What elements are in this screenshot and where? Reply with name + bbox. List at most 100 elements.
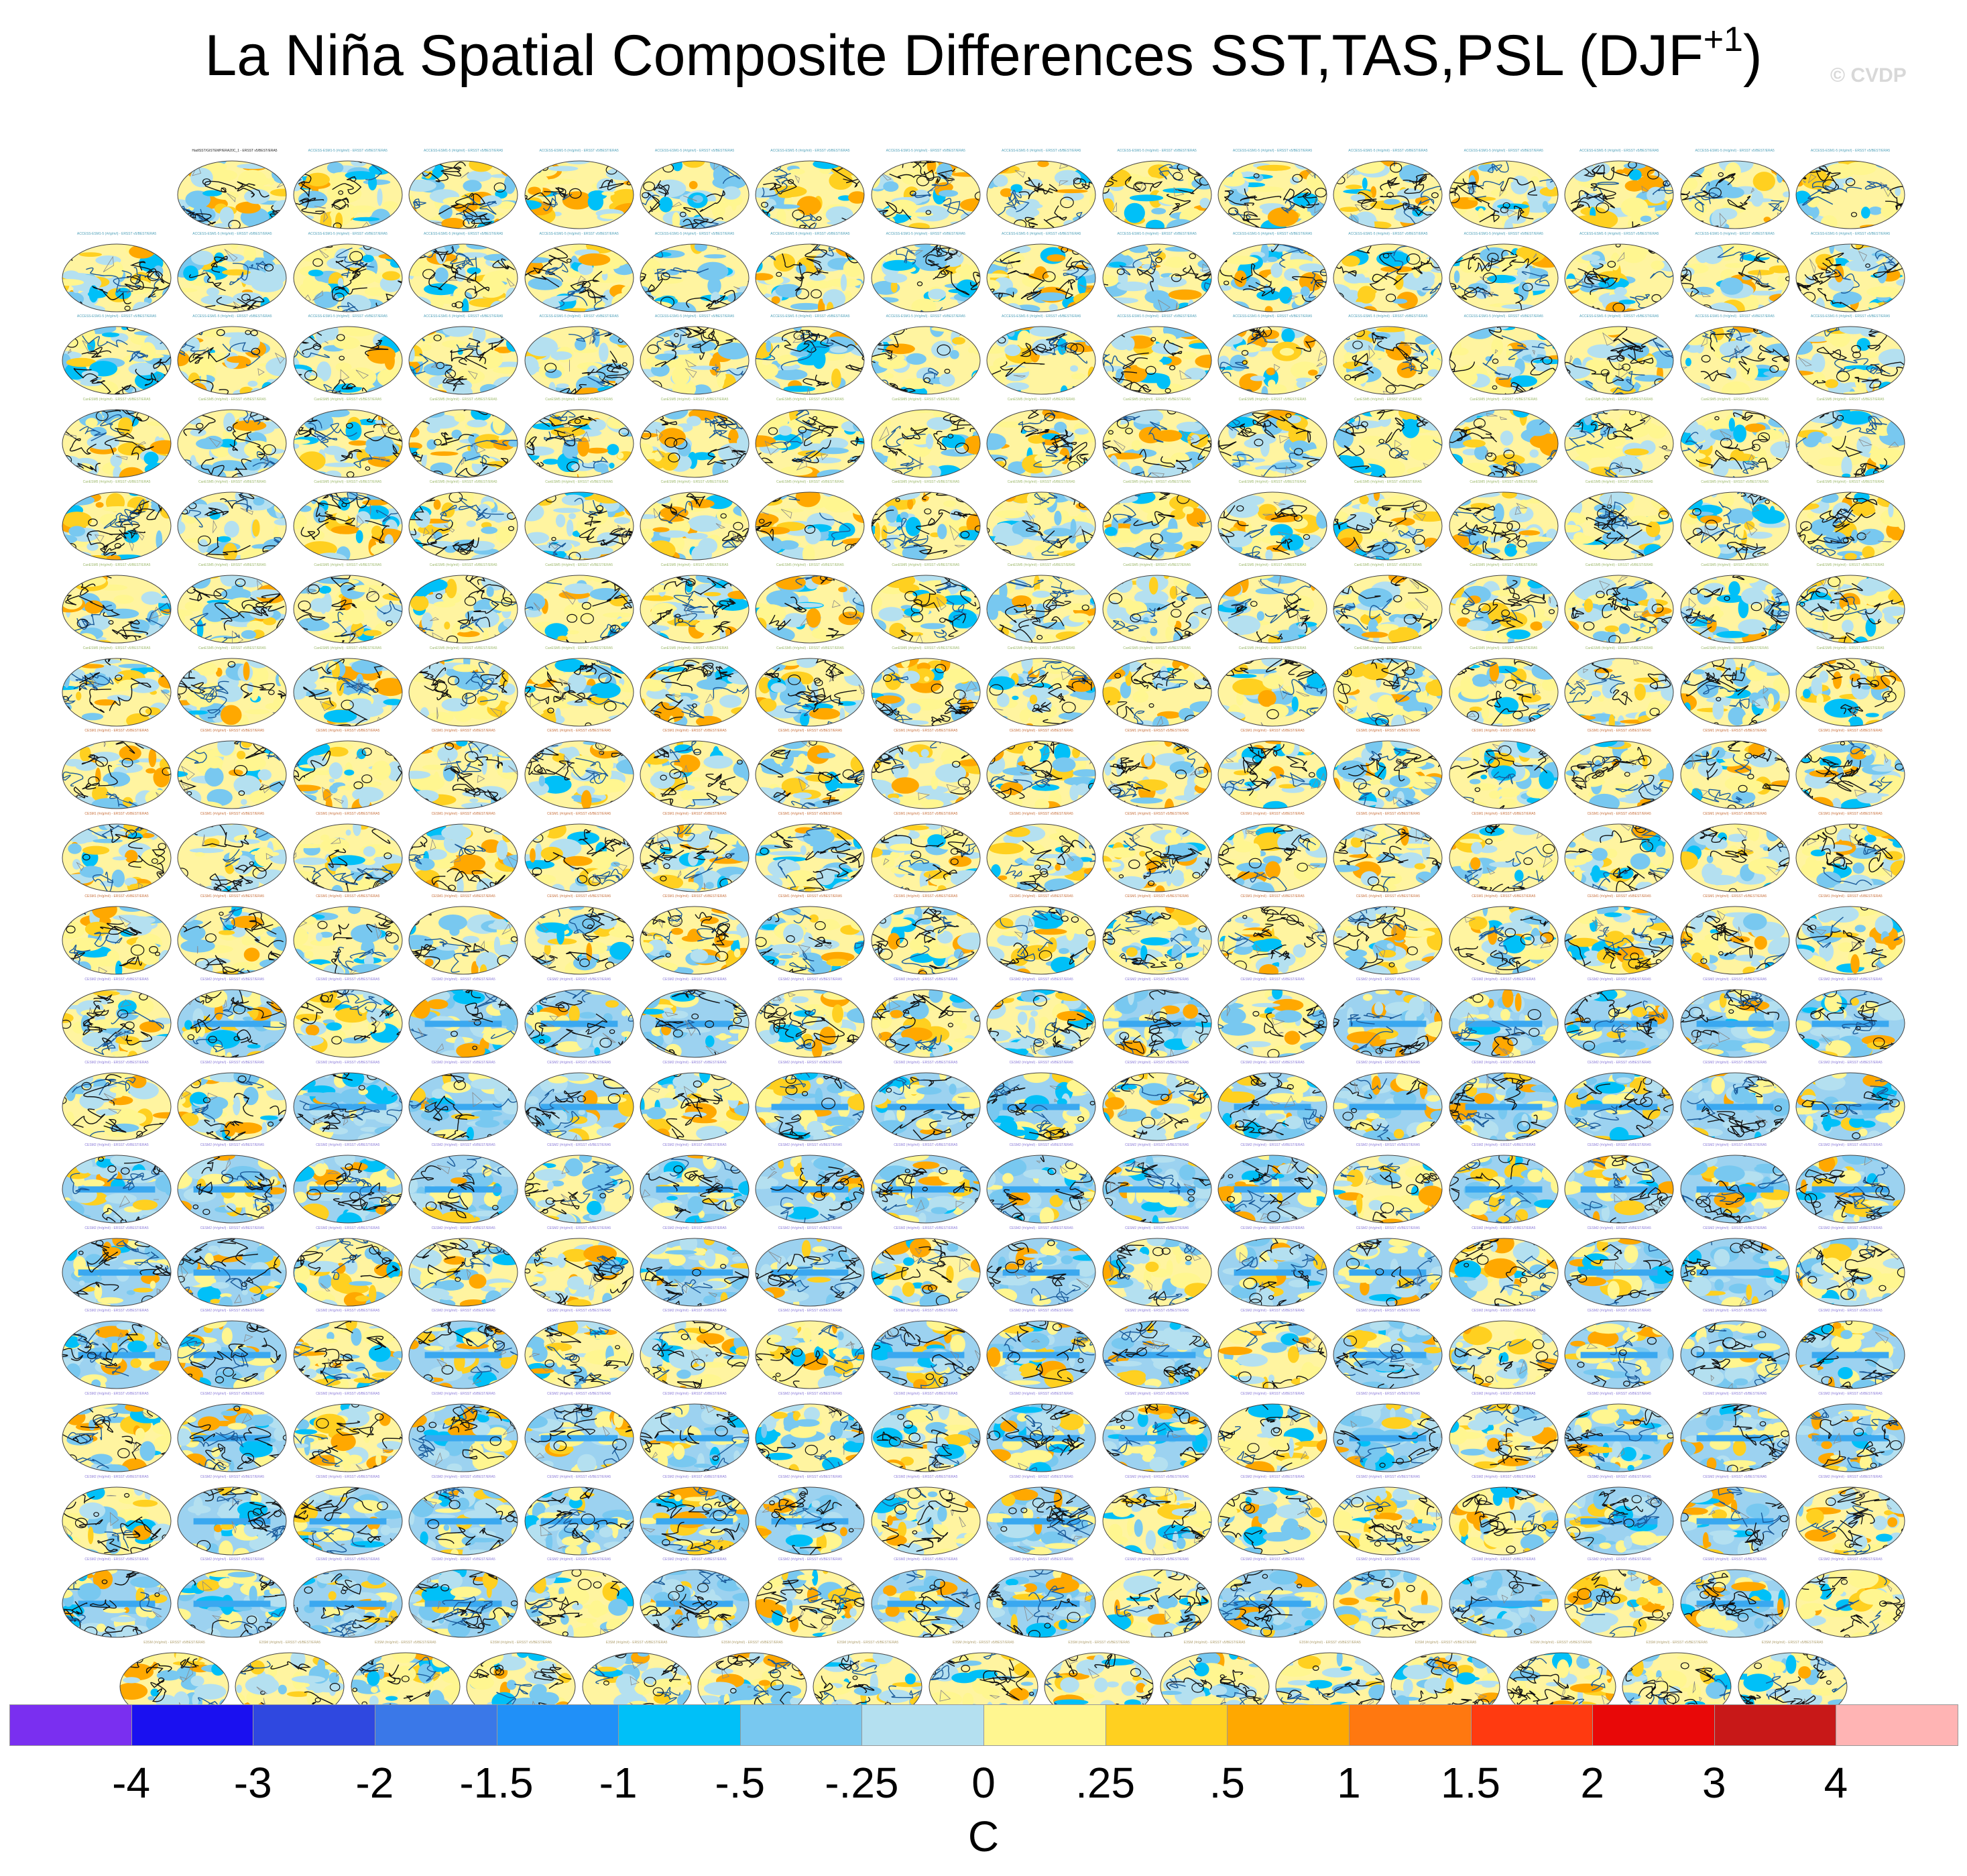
- map-panel-label: CanESM5 (#r/g/m/i) - ERSST v5/BEST/ERA5: [198, 563, 266, 567]
- map-panel: CanESM5 (#r/g/m/i) - ERSST v5/BEST/ERA5: [177, 646, 287, 727]
- map-panel-label: CanESM5 (#r/g/m/i) - ERSST v5/BEST/ERA5: [314, 480, 382, 485]
- map-panel-label: CanESM5 (#r/g/m/i) - ERSST v5/BEST/ERA5: [1470, 397, 1538, 402]
- global-map: [1102, 491, 1212, 561]
- global-map: [1564, 1569, 1674, 1638]
- map-panel-label: E3SM (#r/g/m/i) - ERSST v5/BEST/ERA5: [143, 1640, 205, 1645]
- map-panel: CanESM5 (#r/g/m/i) - ERSST v5/BEST/ERA5: [755, 646, 865, 727]
- map-panel: ACCESS-ESM1-5 (#r/g/m/i) - ERSST v5/BEST…: [1795, 232, 1905, 312]
- map-panel-label: CESM2 (#r/g/m/i) - ERSST v5/BEST/ERA5: [1240, 1392, 1305, 1396]
- global-map: [1564, 1238, 1674, 1307]
- colorbar-box: [1348, 1704, 1472, 1746]
- map-panel: CESM2 (#r/g/m/i) - ERSST v5/BEST/ERA5: [640, 1226, 750, 1307]
- map-panel-label: CanESM5 (#r/g/m/i) - ERSST v5/BEST/ERA5: [198, 646, 266, 650]
- map-panel-label: CESM2 (#r/g/m/i) - ERSST v5/BEST/ERA5: [894, 1392, 958, 1396]
- global-map: [1795, 575, 1905, 644]
- global-map: [755, 1569, 865, 1638]
- map-panel: CESM2 (#r/g/m/i) - ERSST v5/BEST/ERA5: [177, 1226, 287, 1307]
- global-map: [871, 243, 981, 312]
- colorbar-box: [1836, 1704, 1958, 1746]
- map-panel-label: CESM2 (#r/g/m/i) - ERSST v5/BEST/ERA5: [778, 1392, 842, 1396]
- map-panel: CESM2 (#r/g/m/i) - ERSST v5/BEST/ERA5: [986, 1558, 1096, 1638]
- map-panel: CanESM5 (#r/g/m/i) - ERSST v5/BEST/ERA5: [408, 563, 518, 644]
- map-panel-label: CESM1 (#r/g/m/i) - ERSST v5/BEST/ERA5: [894, 811, 958, 816]
- global-map: [293, 491, 403, 561]
- map-panel: CESM2 (#r/g/m/i) - ERSST v5/BEST/ERA5: [640, 1309, 750, 1389]
- global-map: [408, 575, 518, 644]
- map-panel-label: CESM2 (#r/g/m/i) - ERSST v5/BEST/ERA5: [200, 1309, 264, 1313]
- map-panel-label: CESM2 (#r/g/m/i) - ERSST v5/BEST/ERA5: [1356, 1558, 1420, 1562]
- global-map: [1680, 326, 1790, 395]
- map-panel: CESM2 (#r/g/m/i) - ERSST v5/BEST/ERA5: [1564, 1392, 1674, 1472]
- map-panel: CanESM5 (#r/g/m/i) - ERSST v5/BEST/ERA5: [293, 398, 403, 478]
- global-map: [1449, 160, 1559, 229]
- global-map: [1564, 1320, 1674, 1389]
- map-panel: CESM2 (#r/g/m/i) - ERSST v5/BEST/ERA5: [1680, 1392, 1790, 1472]
- global-map: [62, 740, 172, 809]
- map-panel: CESM2 (#r/g/m/i) - ERSST v5/BEST/ERA5: [1564, 1558, 1674, 1638]
- map-panel-label: CanESM5 (#r/g/m/i) - ERSST v5/BEST/ERA5: [776, 480, 844, 485]
- map-panel: CESM2 (#r/g/m/i) - ERSST v5/BEST/ERA5: [524, 1475, 634, 1556]
- map-panel-label: E3SM (#r/g/m/i) - ERSST v5/BEST/ERA5: [1183, 1640, 1246, 1645]
- map-panel-label: CESM2 (#r/g/m/i) - ERSST v5/BEST/ERA5: [84, 1309, 149, 1313]
- colorbar-box: [1105, 1704, 1228, 1746]
- global-map: [177, 823, 287, 892]
- global-map: [1680, 491, 1790, 561]
- global-map: [408, 326, 518, 395]
- global-map: [1795, 1072, 1905, 1141]
- map-panel: CESM1 (#r/g/m/i) - ERSST v5/BEST/ERA5: [1795, 894, 1905, 975]
- colorbar-tick-label: .25: [1075, 1759, 1136, 1807]
- global-map: [1333, 823, 1443, 892]
- global-map: [62, 491, 172, 561]
- map-panel: CanESM5 (#r/g/m/i) - ERSST v5/BEST/ERA5: [408, 646, 518, 727]
- global-map: [1102, 1155, 1212, 1224]
- map-panel: CESM2 (#r/g/m/i) - ERSST v5/BEST/ERA5: [177, 1061, 287, 1141]
- map-panel: ACCESS-ESM1-5 (#r/g/m/i) - ERSST v5/BEST…: [1217, 149, 1327, 229]
- map-panel-label: ACCESS-ESM1-5 (#r/g/m/i) - ERSST v5/BEST…: [424, 314, 503, 319]
- map-panel-label: ACCESS-ESM1-5 (#r/g/m/i) - ERSST v5/BEST…: [654, 231, 735, 236]
- map-panel: ACCESS-ESM1-5 (#r/g/m/i) - ERSST v5/BEST…: [1795, 149, 1905, 229]
- map-panel-label: CESM1 (#r/g/m/i) - ERSST v5/BEST/ERA5: [662, 811, 727, 816]
- map-panel: ACCESS-ESM1-5 (#r/g/m/i) - ERSST v5/BEST…: [524, 314, 634, 395]
- map-panel-label: CESM2 (#r/g/m/i) - ERSST v5/BEST/ERA5: [1009, 1060, 1073, 1065]
- global-map: [1217, 409, 1327, 478]
- global-map: [1795, 160, 1905, 229]
- map-panel: CESM2 (#r/g/m/i) - ERSST v5/BEST/ERA5: [177, 1392, 287, 1472]
- map-panel-label: CESM2 (#r/g/m/i) - ERSST v5/BEST/ERA5: [431, 1226, 495, 1230]
- colorbar-box: [9, 1704, 132, 1746]
- map-panel-label: CESM1 (#r/g/m/i) - ERSST v5/BEST/ERA5: [1124, 894, 1189, 899]
- global-map: [640, 823, 750, 892]
- global-map: [755, 575, 865, 644]
- title-text: La Niña Spatial Composite Differences SS…: [204, 23, 1704, 88]
- map-panel-label: ACCESS-ESM1-5 (#r/g/m/i) - ERSST v5/BEST…: [770, 149, 850, 153]
- map-panel: CESM1 (#r/g/m/i) - ERSST v5/BEST/ERA5: [1680, 729, 1790, 809]
- map-panel: CanESM5 (#r/g/m/i) - ERSST v5/BEST/ERA5: [1680, 646, 1790, 727]
- map-panel: CanESM5 (#r/g/m/i) - ERSST v5/BEST/ERA5: [1333, 480, 1443, 561]
- map-panel-label: CESM2 (#r/g/m/i) - ERSST v5/BEST/ERA5: [662, 1558, 727, 1562]
- global-map: [1333, 243, 1443, 312]
- global-map: [871, 658, 981, 727]
- map-panel-label: CanESM5 (#r/g/m/i) - ERSST v5/BEST/ERA5: [1585, 397, 1653, 402]
- map-panel-label: E3SM (#r/g/m/i) - ERSST v5/BEST/ERA5: [374, 1640, 436, 1645]
- map-panel-label: CESM2 (#r/g/m/i) - ERSST v5/BEST/ERA5: [1356, 1474, 1420, 1479]
- global-map: [1217, 658, 1327, 727]
- map-panel-label: CESM1 (#r/g/m/i) - ERSST v5/BEST/ERA5: [1009, 811, 1073, 816]
- panel-grid: HadISST/GISTEMP/ERA20C_1 - ERSST v5/BEST…: [62, 149, 1905, 1721]
- map-panel: CESM2 (#r/g/m/i) - ERSST v5/BEST/ERA5: [524, 978, 634, 1058]
- global-map: [1217, 1403, 1327, 1472]
- global-map: [524, 1569, 634, 1638]
- map-panel: CESM2 (#r/g/m/i) - ERSST v5/BEST/ERA5: [871, 1558, 981, 1638]
- map-panel: CanESM5 (#r/g/m/i) - ERSST v5/BEST/ERA5: [1449, 398, 1559, 478]
- map-panel: CESM1 (#r/g/m/i) - ERSST v5/BEST/ERA5: [871, 729, 981, 809]
- global-map: [871, 1403, 981, 1472]
- map-panel-label: CESM2 (#r/g/m/i) - ERSST v5/BEST/ERA5: [200, 1060, 264, 1065]
- global-map: [62, 1569, 172, 1638]
- map-panel: CESM2 (#r/g/m/i) - ERSST v5/BEST/ERA5: [1564, 1061, 1674, 1141]
- map-panel-label: CESM2 (#r/g/m/i) - ERSST v5/BEST/ERA5: [200, 1226, 264, 1230]
- global-map: [1680, 1403, 1790, 1472]
- global-map: [524, 1486, 634, 1556]
- map-panel: CanESM5 (#r/g/m/i) - ERSST v5/BEST/ERA5: [1102, 646, 1212, 727]
- map-panel: CanESM5 (#r/g/m/i) - ERSST v5/BEST/ERA5: [640, 563, 750, 644]
- map-panel-label: CESM1 (#r/g/m/i) - ERSST v5/BEST/ERA5: [1587, 811, 1651, 816]
- map-panel-label: CESM2 (#r/g/m/i) - ERSST v5/BEST/ERA5: [894, 978, 958, 982]
- global-map: [524, 740, 634, 809]
